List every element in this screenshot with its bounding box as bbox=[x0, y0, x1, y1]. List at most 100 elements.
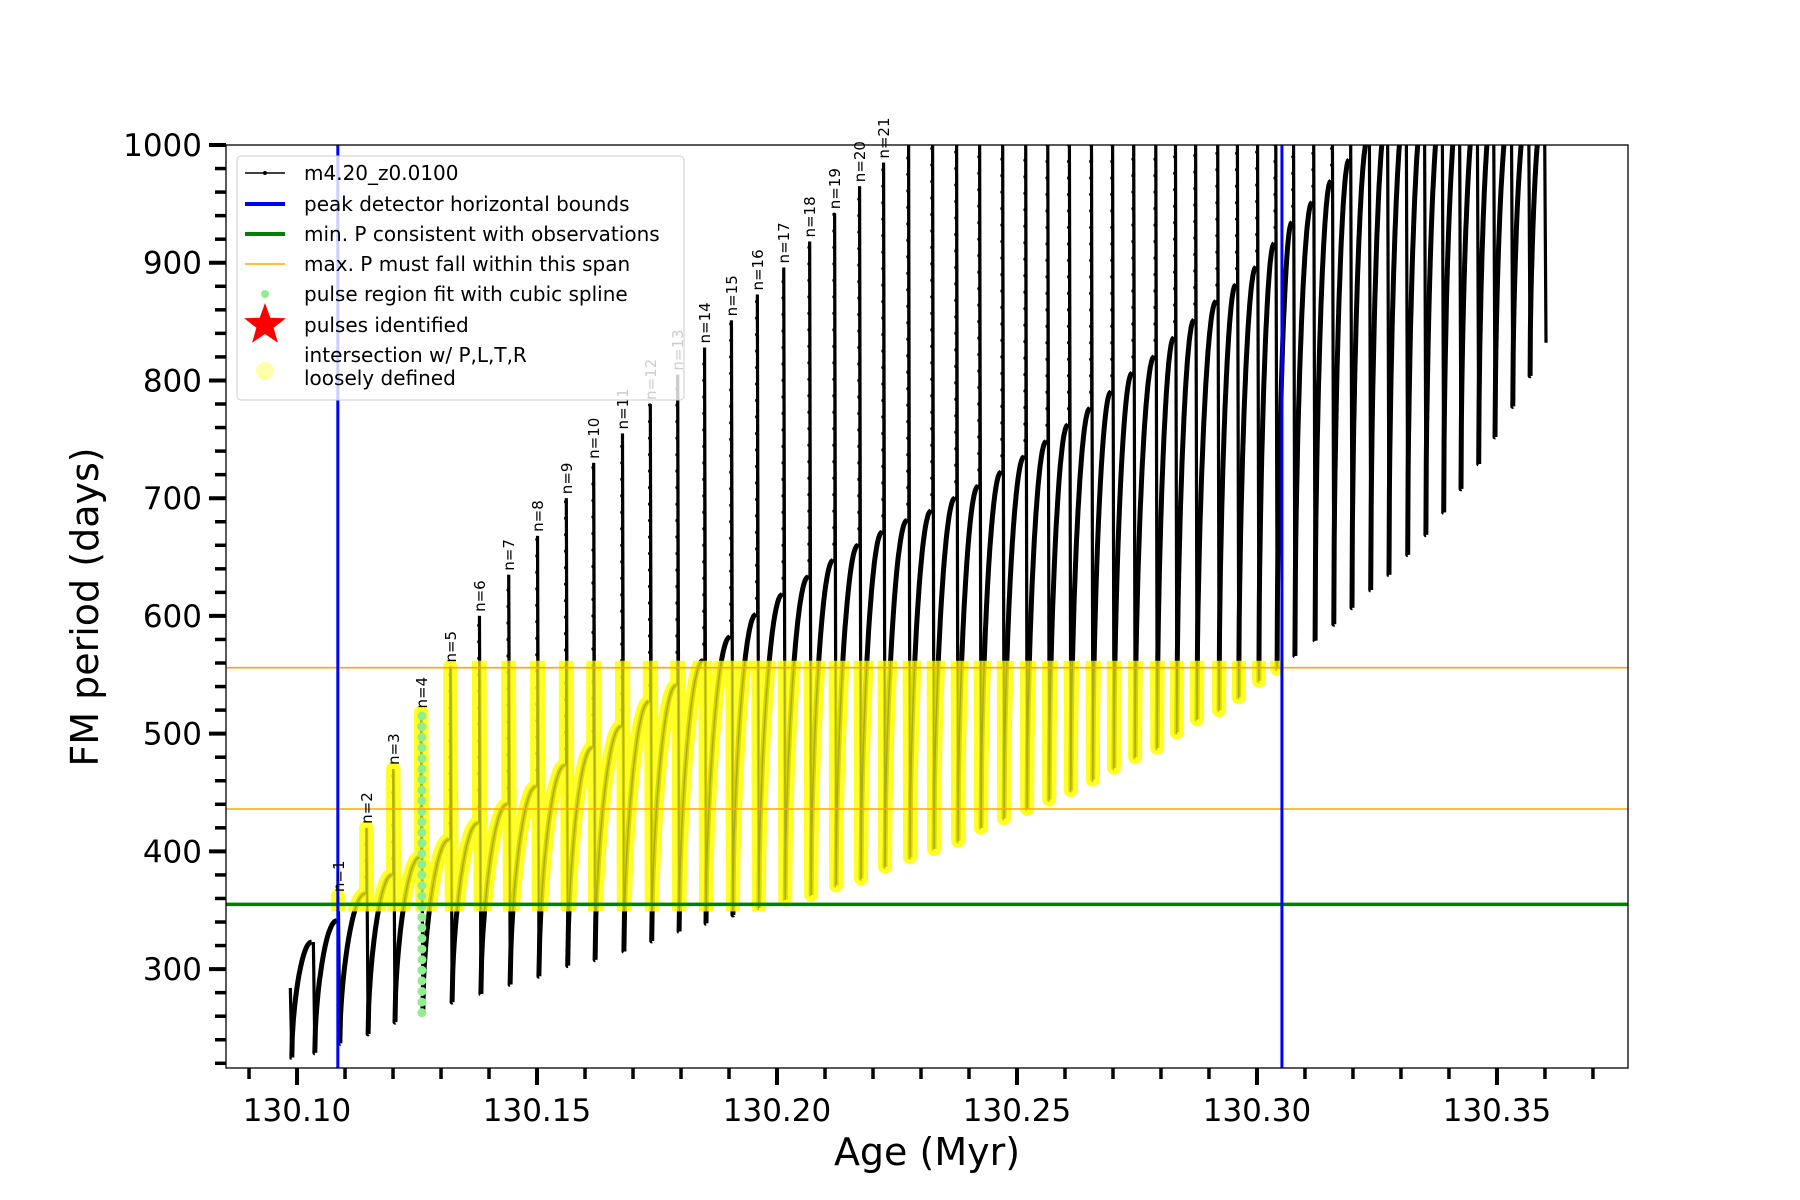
pulse-recovery-arc bbox=[1331, 158, 1351, 627]
pulse-recovery-arc bbox=[1216, 282, 1238, 713]
spline-fit-point bbox=[417, 775, 427, 785]
pulse-recovery-arc bbox=[1090, 389, 1113, 783]
pulse-recovery-arc bbox=[1132, 354, 1156, 760]
legend-label-line2: loosely defined bbox=[304, 366, 456, 390]
legend-label: intersection w/ P,L,T,R bbox=[304, 343, 527, 367]
legend-label: peak detector horizontal bounds bbox=[304, 192, 630, 216]
pulse-number-label: n=6 bbox=[471, 580, 489, 612]
pulse-recovery-arc bbox=[1024, 439, 1048, 812]
legend-box bbox=[236, 155, 685, 401]
pulse-number-label: n=20 bbox=[851, 141, 869, 182]
spline-fit-points bbox=[417, 711, 427, 1018]
spline-fit-point bbox=[417, 1008, 427, 1018]
spline-fit-point bbox=[417, 881, 427, 891]
pulse-recovery-arc bbox=[1386, 145, 1402, 578]
pulse-recovery-arc bbox=[1368, 145, 1385, 593]
spline-fit-point bbox=[417, 711, 427, 721]
x-tick-label: 130.35 bbox=[1443, 1093, 1551, 1129]
spline-fit-point bbox=[417, 764, 427, 774]
plot-frame bbox=[225, 144, 1629, 1069]
pulse-recovery-arc bbox=[1194, 299, 1218, 722]
pulse-number-label: n=17 bbox=[775, 222, 793, 263]
legend-entry: peak detector horizontal bounds bbox=[245, 192, 630, 216]
pulse-recovery-arc bbox=[1174, 318, 1196, 735]
pulse-recovery-arc bbox=[1441, 145, 1456, 515]
pulse-number-label: n=21 bbox=[875, 117, 893, 158]
pulse-recovery-arc bbox=[1510, 145, 1524, 409]
pulse-recovery-arc bbox=[1292, 200, 1314, 659]
spline-fit-point bbox=[417, 743, 427, 753]
intersection-highlights bbox=[330, 660, 1285, 912]
legend-dot-icon bbox=[261, 290, 269, 298]
legend-entry: min. P consistent with observations bbox=[245, 222, 660, 246]
legend-dot-icon bbox=[256, 362, 274, 380]
legend-entry: max. P must fall within this span bbox=[245, 252, 630, 276]
pulse-recovery-arc bbox=[289, 939, 314, 1060]
pulse-recovery-arc bbox=[1068, 406, 1092, 793]
spline-fit-point bbox=[417, 955, 427, 965]
legend-label: min. P consistent with observations bbox=[304, 222, 660, 246]
pulse-recovery-arc bbox=[1349, 145, 1369, 611]
pulse-recovery-arc bbox=[1476, 145, 1490, 467]
x-axis-ticks: 130.10 130.15 130.20 130.25 130.30 130.35 bbox=[243, 1068, 1595, 1129]
reference-lines bbox=[226, 145, 1628, 1068]
y-tick-label: 500 bbox=[143, 717, 202, 753]
spline-fit-point bbox=[417, 817, 427, 827]
pulse-recovery-arc bbox=[1527, 145, 1540, 379]
spline-fit-point bbox=[417, 859, 427, 869]
pulse-number-label: n=4 bbox=[413, 677, 431, 709]
pulse-recovery-arc bbox=[1001, 454, 1026, 821]
pulse-number-label: n=19 bbox=[826, 168, 844, 209]
spline-fit-point bbox=[417, 753, 427, 763]
x-tick-label: 130.25 bbox=[963, 1093, 1071, 1129]
pulse-spike-down bbox=[1543, 145, 1548, 343]
pulse-number-label: n=1 bbox=[330, 860, 348, 892]
pulse-number-label: n=14 bbox=[696, 302, 714, 343]
pulse-recovery-arc bbox=[1492, 145, 1507, 440]
pulse-recovery-arc bbox=[1423, 145, 1438, 538]
spline-fit-point bbox=[417, 828, 427, 838]
y-axis-ticks: 300 400 500 600 700 800 900 1000 bbox=[123, 128, 226, 1066]
y-tick-label: 700 bbox=[143, 481, 202, 517]
plot-area bbox=[226, 145, 1628, 1068]
y-tick-label: 300 bbox=[143, 952, 202, 988]
pulse-recovery-arc bbox=[1046, 422, 1070, 803]
pulse-recovery-arc bbox=[1312, 179, 1333, 644]
pulse-number-label: n=3 bbox=[385, 733, 403, 765]
legend-entry: pulse region fit with cubic spline bbox=[261, 282, 628, 306]
pulse-number-label: n=8 bbox=[529, 500, 547, 532]
spline-fit-point bbox=[417, 986, 427, 996]
pulse-number-label: n=15 bbox=[723, 275, 741, 316]
legend-dot-icon bbox=[263, 171, 267, 175]
pulse-recovery-arc bbox=[1236, 265, 1258, 700]
spline-fit-point bbox=[417, 976, 427, 986]
pulse-number-label: n=5 bbox=[442, 631, 460, 663]
legend-label: m4.20_z0.0100 bbox=[304, 161, 459, 185]
x-tick-label: 130.20 bbox=[723, 1093, 831, 1129]
pulse-recovery-arc bbox=[1458, 145, 1473, 492]
x-tick-label: 130.10 bbox=[243, 1093, 351, 1129]
pulse-recovery-arc bbox=[1405, 145, 1421, 558]
spline-fit-point bbox=[417, 870, 427, 880]
y-axis-label: FM period (days) bbox=[63, 447, 107, 766]
pulse-recovery-arc bbox=[1274, 220, 1294, 672]
spline-fit-point bbox=[417, 923, 427, 933]
spline-fit-point bbox=[417, 891, 427, 901]
star-icon bbox=[244, 303, 286, 343]
x-axis-label: Age (Myr) bbox=[834, 1130, 1020, 1174]
pulse-number-label: n=10 bbox=[585, 418, 603, 459]
spline-fit-point bbox=[417, 838, 427, 848]
legend-entry: m4.20_z0.0100 bbox=[245, 161, 459, 185]
pulse-recovery-arc bbox=[1256, 241, 1277, 684]
pulse-recovery-arc bbox=[1111, 371, 1134, 771]
legend-label: pulses identified bbox=[304, 313, 469, 337]
spline-fit-point bbox=[417, 849, 427, 859]
y-tick-label: 800 bbox=[143, 363, 202, 399]
pulse-recovery-arc bbox=[312, 918, 339, 1056]
y-tick-label: 400 bbox=[143, 834, 202, 870]
intersection-points bbox=[330, 660, 1285, 912]
spline-fit-point bbox=[417, 912, 427, 922]
pulse-number-label: n=18 bbox=[801, 196, 819, 237]
